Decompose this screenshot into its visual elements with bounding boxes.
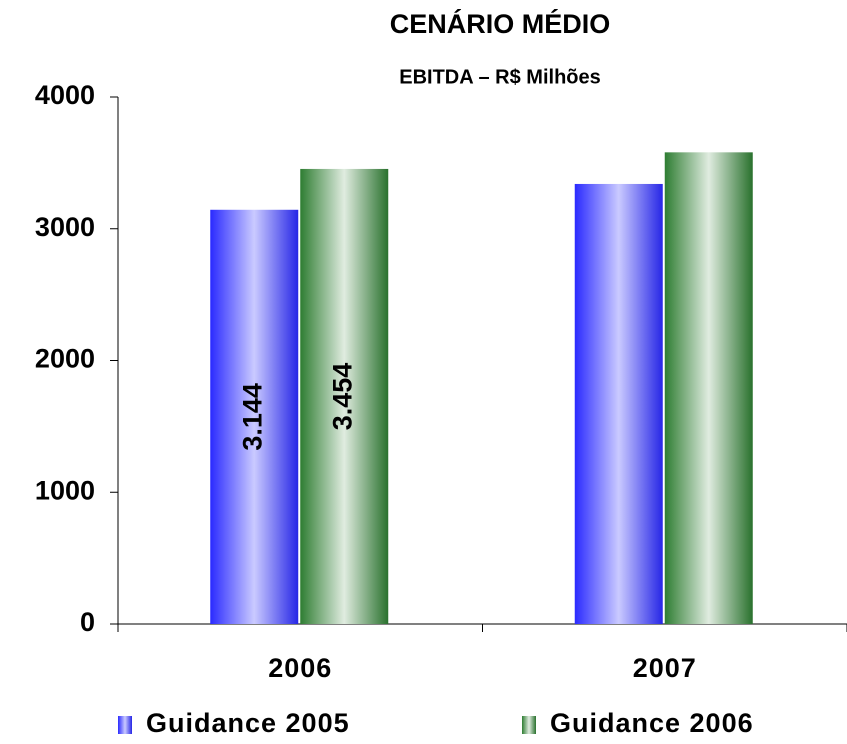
bar [574, 183, 663, 624]
legend-swatch [522, 716, 536, 734]
bar [300, 168, 389, 625]
bar [210, 209, 299, 624]
y-tick-label: 4000 [35, 80, 95, 110]
bar [664, 152, 753, 624]
value-label: 3.454 [327, 363, 357, 431]
legend-label: Guidance 2006 [550, 708, 754, 738]
legend-swatch [118, 716, 132, 734]
y-tick-label: 3000 [35, 212, 95, 242]
y-tick-label: 0 [80, 607, 95, 637]
chart-title: CENÁRIO MÉDIO [390, 8, 611, 39]
chart-subtitle: EBITDA – R$ Milhões [399, 66, 601, 88]
value-label: 3.144 [237, 383, 267, 451]
y-tick-label: 2000 [35, 344, 95, 374]
y-tick-label: 1000 [35, 475, 95, 505]
legend-label: Guidance 2005 [146, 708, 350, 738]
x-tick-label: 2006 [268, 653, 332, 683]
x-tick-label: 2007 [633, 653, 697, 683]
